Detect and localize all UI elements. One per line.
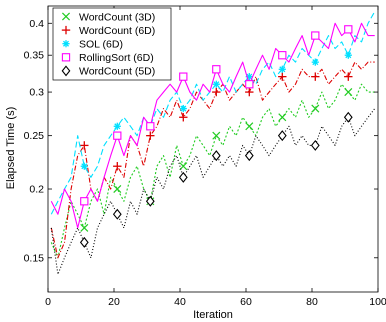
data-point-marker-2-10 [113,122,121,130]
y-tick-label-3: 0.3 [29,87,44,99]
data-point-marker-2-45 [344,51,352,59]
legend-label-2: SOL (6D) [79,39,123,51]
legend-label-1: WordCount (6D) [79,25,155,37]
data-point-marker-1-30 [245,87,254,97]
data-point-marker-4-35 [277,130,287,142]
y-tick-label-0: 0.15 [24,252,45,264]
y-tick-label-4: 0.35 [24,50,45,62]
data-point-marker-4-10 [112,208,122,220]
y-tick-label-2: 0.25 [24,130,45,142]
data-point-marker-4-25 [211,150,221,162]
legend-marker-2 [62,40,70,48]
data-point-marker-4-15 [145,195,155,207]
y-tick-label-5: 0.4 [29,18,44,30]
data-point-marker-0-35 [278,113,287,122]
data-point-marker-4-40 [310,139,320,151]
data-point-marker-3-10 [113,131,122,140]
data-point-marker-0-45 [344,88,353,97]
legend-label-0: WordCount (3D) [79,11,155,23]
data-point-marker-4-45 [343,111,353,123]
y-tick-label-1: 0.2 [29,184,44,196]
x-tick-label-1: 20 [108,296,120,308]
legend-marker-4 [61,65,71,77]
data-point-marker-0-30 [245,122,254,131]
legend: WordCount (3D) WordCount (6D) SOL (6D)Roll… [52,7,172,81]
data-point-marker-2-25 [212,80,220,88]
x-tick-label-0: 0 [45,296,51,308]
data-point-marker-2-35 [278,65,286,73]
data-point-marker-0-5 [80,223,89,232]
legend-marker-0 [61,12,71,21]
data-point-marker-0-10 [113,184,122,194]
data-point-marker-3-5 [80,197,89,206]
data-point-marker-3-45 [344,25,353,34]
x-tick-label-4: 80 [306,296,318,308]
series-line-1 [50,61,375,259]
data-point-marker-1-45 [344,72,353,81]
data-point-marker-1-25 [212,87,221,97]
legend-label-3: RollingSort (6D) [79,52,154,64]
data-point-marker-1-10 [113,162,122,171]
data-point-marker-3-25 [212,65,221,74]
series-line-0 [50,83,375,259]
legend-marker-3 [61,53,71,62]
data-point-marker-2-20 [179,104,187,113]
legend-marker-1 [61,25,71,35]
data-point-marker-3-40 [311,31,320,40]
data-point-marker-3-20 [179,72,188,81]
data-point-marker-4-20 [178,171,188,183]
data-point-marker-3-30 [245,80,254,89]
data-point-marker-0-40 [311,104,320,113]
x-axis-label: Iteration [193,309,233,321]
series-line-2 [50,11,376,215]
series-line-3 [50,22,375,229]
data-point-marker-1-5 [80,141,89,150]
data-point-marker-3-35 [278,51,287,60]
x-tick-label-2: 40 [174,296,186,308]
data-point-marker-1-40 [311,72,320,81]
data-point-marker-4-5 [79,236,89,248]
data-point-marker-1-15 [146,131,155,140]
data-point-marker-4-30 [244,150,254,162]
x-tick-label-3: 60 [240,296,252,308]
x-tick-label-5: 100 [369,296,386,308]
data-point-marker-2-40 [311,58,319,66]
plot-frame [47,5,379,293]
data-point-marker-1-20 [179,113,188,122]
data-point-marker-2-5 [80,162,88,170]
legend-label-4: WordCount (5D) [79,66,155,78]
y-axis-label: Elapsed Time (s) [5,107,17,190]
data-point-marker-3-15 [146,122,155,131]
legend-box [52,7,172,81]
data-point-marker-1-35 [278,72,287,81]
data-point-marker-0-25 [212,131,221,140]
